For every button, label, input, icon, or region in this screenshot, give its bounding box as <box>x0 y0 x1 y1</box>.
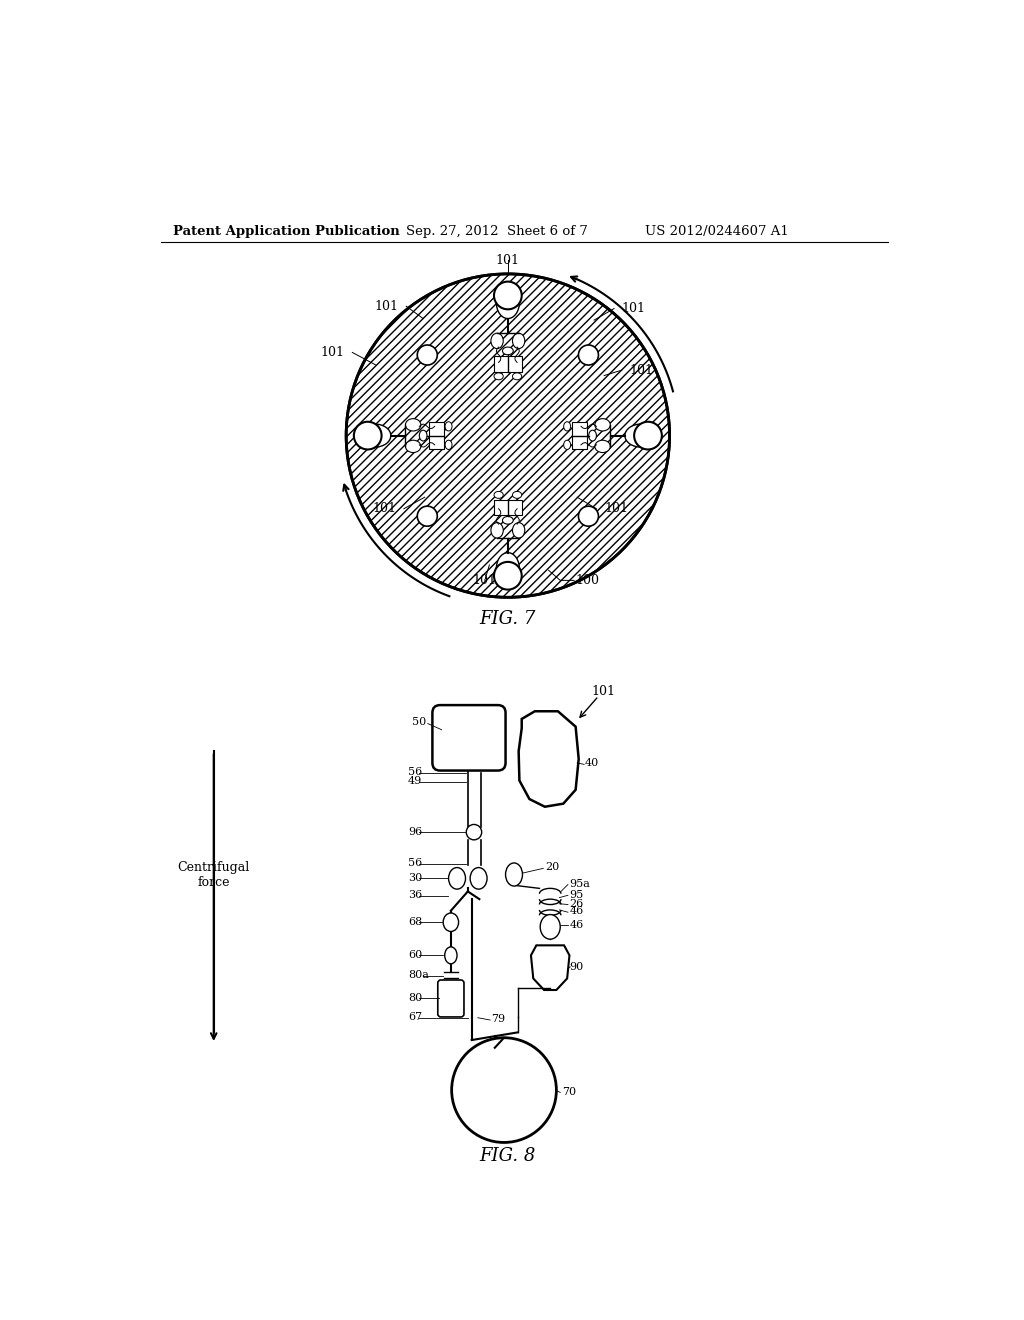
Text: 79: 79 <box>490 1014 505 1024</box>
Ellipse shape <box>563 441 570 449</box>
Ellipse shape <box>541 915 560 940</box>
FancyBboxPatch shape <box>438 979 464 1016</box>
Text: 101: 101 <box>622 302 646 315</box>
Ellipse shape <box>625 424 657 447</box>
Polygon shape <box>429 422 444 449</box>
Circle shape <box>417 506 437 527</box>
Text: 95a: 95a <box>569 879 590 888</box>
Circle shape <box>579 506 598 527</box>
Text: Patent Application Publication: Patent Application Publication <box>173 224 399 238</box>
Ellipse shape <box>503 347 513 355</box>
Circle shape <box>452 1038 556 1143</box>
Text: 20: 20 <box>545 862 559 871</box>
Circle shape <box>494 562 521 590</box>
Text: FIG. 8: FIG. 8 <box>479 1147 536 1164</box>
Text: 67: 67 <box>408 1012 422 1022</box>
Ellipse shape <box>595 441 610 453</box>
Ellipse shape <box>512 491 521 499</box>
Ellipse shape <box>595 418 610 430</box>
Text: 36: 36 <box>408 890 422 900</box>
Text: 26: 26 <box>569 899 584 908</box>
Ellipse shape <box>494 491 503 499</box>
Ellipse shape <box>445 422 452 432</box>
Text: US 2012/0244607 A1: US 2012/0244607 A1 <box>645 224 788 238</box>
Text: 101: 101 <box>630 363 653 376</box>
Text: 101: 101 <box>372 502 396 515</box>
Circle shape <box>417 345 437 366</box>
Text: Sep. 27, 2012  Sheet 6 of 7: Sep. 27, 2012 Sheet 6 of 7 <box>407 224 588 238</box>
Ellipse shape <box>512 333 524 348</box>
Text: 96: 96 <box>408 828 422 837</box>
Text: 101: 101 <box>473 574 497 587</box>
Ellipse shape <box>490 523 503 539</box>
Circle shape <box>494 281 521 309</box>
Text: 101: 101 <box>375 300 398 313</box>
Text: 56: 56 <box>408 767 422 777</box>
FancyBboxPatch shape <box>432 705 506 771</box>
Polygon shape <box>494 499 521 515</box>
Text: 101: 101 <box>321 346 345 359</box>
Ellipse shape <box>419 430 427 441</box>
Text: Centrifugal
force: Centrifugal force <box>177 861 250 888</box>
Ellipse shape <box>358 424 391 447</box>
Text: 56: 56 <box>408 858 422 869</box>
Ellipse shape <box>506 863 522 886</box>
Text: 46: 46 <box>569 907 584 916</box>
Ellipse shape <box>490 333 503 348</box>
Ellipse shape <box>503 516 513 524</box>
Text: 80a: 80a <box>408 970 429 981</box>
Ellipse shape <box>406 418 421 430</box>
Text: FIG. 7: FIG. 7 <box>479 610 536 628</box>
Text: 100: 100 <box>575 574 600 587</box>
Circle shape <box>579 345 598 366</box>
Polygon shape <box>494 356 521 372</box>
Polygon shape <box>571 422 587 449</box>
Text: 90: 90 <box>569 962 584 972</box>
Text: 49: 49 <box>408 776 422 787</box>
Text: 60: 60 <box>408 950 422 961</box>
Ellipse shape <box>589 430 596 441</box>
Ellipse shape <box>563 422 570 432</box>
Text: 101: 101 <box>604 502 628 515</box>
Text: 80: 80 <box>408 994 422 1003</box>
Polygon shape <box>518 711 579 807</box>
Ellipse shape <box>449 867 466 890</box>
Circle shape <box>466 825 481 840</box>
Text: 46: 46 <box>569 920 584 929</box>
Ellipse shape <box>497 286 519 318</box>
Text: 68: 68 <box>408 917 422 927</box>
Circle shape <box>346 275 670 598</box>
Ellipse shape <box>444 946 457 964</box>
Text: 101: 101 <box>496 253 520 267</box>
Circle shape <box>634 422 662 450</box>
Ellipse shape <box>497 553 519 585</box>
Ellipse shape <box>445 441 452 449</box>
Text: 95: 95 <box>569 890 584 899</box>
Ellipse shape <box>406 441 421 453</box>
Ellipse shape <box>494 372 503 380</box>
Text: 40: 40 <box>585 758 599 768</box>
Polygon shape <box>531 945 569 990</box>
Ellipse shape <box>470 867 487 890</box>
Circle shape <box>354 422 382 450</box>
Text: 50: 50 <box>412 717 426 727</box>
Ellipse shape <box>512 372 521 380</box>
Text: 101: 101 <box>591 685 615 698</box>
Ellipse shape <box>512 523 524 539</box>
Text: 70: 70 <box>562 1086 575 1097</box>
Ellipse shape <box>443 913 459 932</box>
Text: 30: 30 <box>408 874 422 883</box>
